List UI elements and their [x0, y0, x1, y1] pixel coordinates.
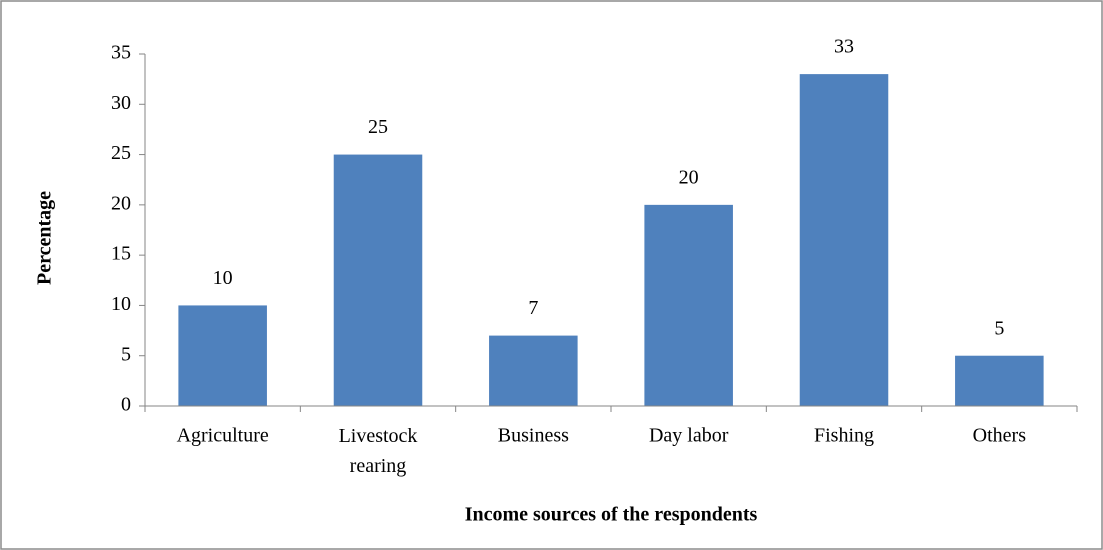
bar — [955, 355, 1044, 406]
x-tick-label: Agriculture — [177, 425, 269, 447]
y-tick-label: 5 — [121, 343, 131, 365]
x-tick-label: Livestock rearing — [339, 425, 418, 477]
value-label: 5 — [994, 317, 1004, 339]
bar — [333, 154, 423, 406]
bar — [178, 305, 267, 406]
y-tick-label: 30 — [111, 92, 131, 114]
y-axis-title: Percentage — [34, 191, 56, 285]
y-tick-label: 0 — [121, 394, 131, 416]
bar — [644, 204, 733, 406]
value-label: 10 — [213, 267, 233, 289]
y-tick-label: 10 — [111, 293, 131, 315]
value-label: 20 — [679, 166, 699, 188]
value-label: 7 — [528, 297, 538, 319]
y-tick-label: 35 — [111, 42, 131, 64]
bar — [489, 335, 578, 406]
x-tick-label: Fishing — [814, 425, 874, 447]
x-tick-label: Day labor — [649, 425, 729, 447]
bar — [799, 74, 889, 406]
x-axis-title: Income sources of the respondents — [465, 504, 758, 526]
value-label: 25 — [368, 116, 388, 138]
x-tick-label: Others — [973, 425, 1027, 447]
y-tick-label: 25 — [111, 142, 131, 164]
y-tick-label: 20 — [111, 192, 131, 214]
x-tick-label: Business — [498, 425, 569, 447]
y-tick-label: 15 — [111, 243, 131, 265]
value-label: 33 — [834, 36, 854, 58]
